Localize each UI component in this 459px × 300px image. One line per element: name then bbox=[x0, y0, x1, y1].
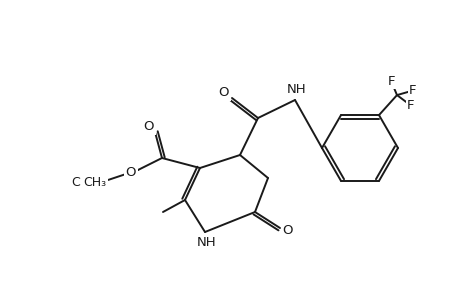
Text: O: O bbox=[143, 121, 154, 134]
Text: NH: NH bbox=[286, 82, 306, 95]
Text: O: O bbox=[282, 224, 293, 238]
Text: NH: NH bbox=[197, 236, 216, 250]
Text: CH₃: CH₃ bbox=[83, 176, 106, 188]
Text: O: O bbox=[218, 86, 229, 100]
Text: O: O bbox=[125, 167, 136, 179]
Text: F: F bbox=[409, 84, 416, 97]
Text: F: F bbox=[387, 75, 395, 88]
Text: O: O bbox=[282, 224, 293, 238]
Text: NH: NH bbox=[286, 83, 306, 97]
Text: F: F bbox=[406, 99, 414, 112]
Text: CH₃: CH₃ bbox=[71, 176, 94, 190]
Text: O: O bbox=[218, 85, 229, 98]
Text: O: O bbox=[143, 119, 154, 133]
Text: O: O bbox=[125, 167, 136, 179]
Text: NH: NH bbox=[197, 236, 216, 248]
